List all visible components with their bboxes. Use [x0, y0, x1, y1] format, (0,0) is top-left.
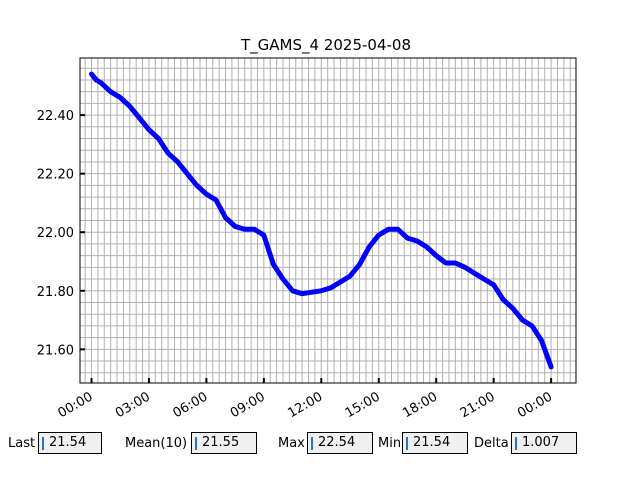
delta-value-field[interactable]: 1.007 [511, 432, 577, 454]
mean-label: Mean(10) [125, 436, 188, 451]
y-tick-label: 21.80 [37, 285, 74, 300]
max-label: Max [278, 436, 305, 451]
y-tick-label: 22.20 [37, 168, 74, 183]
x-tick-label: 18:00 [400, 389, 440, 421]
x-tick-label: 00:00 [515, 389, 555, 421]
text-cursor [406, 437, 408, 450]
y-tick-label: 22.40 [37, 109, 74, 124]
x-tick-label: 09:00 [228, 389, 268, 421]
min-label: Min [378, 436, 402, 451]
chart-title: T_GAMS_4 2025-04-08 [240, 36, 411, 55]
delta-value: 1.007 [522, 435, 560, 450]
x-tick-label: 12:00 [285, 389, 325, 421]
plot-frame [79, 57, 577, 384]
min-value-field[interactable]: 21.54 [402, 432, 468, 454]
chart-axes: 00:00 03:00 06:00 09:00 12:00 15:00 18:00 21:00… [37, 57, 577, 421]
mean-value: 21.55 [202, 435, 240, 450]
max-value-field[interactable]: 22.54 [307, 432, 373, 454]
text-cursor [42, 437, 44, 450]
min-value: 21.54 [413, 435, 451, 450]
delta-label: Delta [474, 436, 509, 451]
max-value: 22.54 [318, 435, 356, 450]
last-value-field[interactable]: 21.54 [38, 432, 102, 454]
x-tick-label: 03:00 [113, 389, 153, 421]
y-tick-label: 22.00 [37, 226, 74, 241]
x-tick-label: 15:00 [343, 389, 383, 421]
y-tick-label: 21.60 [37, 343, 74, 358]
series-line [89, 71, 554, 370]
text-cursor [195, 437, 197, 450]
x-tick-label: 00:00 [56, 389, 96, 421]
mean-value-field[interactable]: 21.55 [191, 432, 257, 454]
text-cursor [311, 437, 313, 450]
x-tick-label: 21:00 [458, 389, 498, 421]
x-tick-label: 06:00 [170, 389, 210, 421]
chart-series [89, 71, 554, 370]
chart-grid [80, 58, 576, 383]
last-value: 21.54 [49, 435, 87, 450]
text-cursor [515, 437, 517, 450]
last-label: Last [8, 436, 36, 451]
